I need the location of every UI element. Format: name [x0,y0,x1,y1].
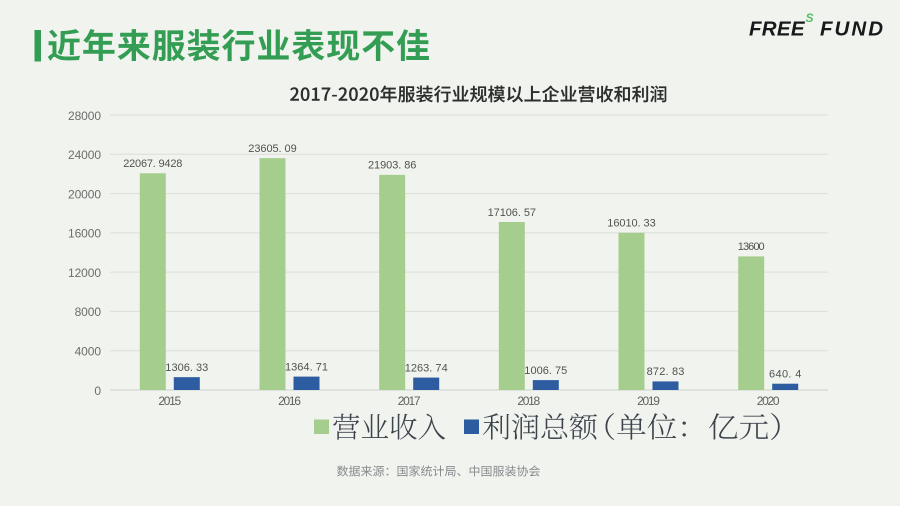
svg-text:2015: 2015 [158,394,181,408]
svg-text:2020: 2020 [757,394,780,408]
svg-text:20000: 20000 [68,187,101,201]
svg-text:2017: 2017 [398,394,421,408]
svg-text:16010. 33: 16010. 33 [607,218,655,230]
svg-text:22067. 9428: 22067. 9428 [123,158,182,170]
svg-text:640. 4: 640. 4 [769,369,801,381]
svg-text:28000: 28000 [68,109,101,123]
svg-text:2019: 2019 [637,394,660,408]
svg-text:S: S [806,11,814,25]
svg-text:8000: 8000 [75,305,102,319]
svg-text:24000: 24000 [68,148,101,162]
svg-text:12000: 12000 [68,266,101,280]
svg-text:1006. 75: 1006. 75 [524,365,567,377]
svg-text:16000: 16000 [68,227,101,241]
svg-text:1263. 74: 1263. 74 [405,362,448,374]
svg-text:2016: 2016 [278,394,301,408]
svg-text:872. 83: 872. 83 [647,366,685,378]
svg-text:13600: 13600 [738,241,765,253]
svg-text:21903. 86: 21903. 86 [368,160,416,172]
svg-text:1364. 71: 1364. 71 [285,361,328,373]
svg-text:2018: 2018 [517,394,540,408]
svg-text:17106. 57: 17106. 57 [488,207,536,219]
svg-text:23605. 09: 23605. 09 [248,143,296,155]
svg-text:FREE: FREE [749,18,806,41]
svg-text:1306. 33: 1306. 33 [165,362,208,374]
svg-text:FUND: FUND [820,18,883,41]
svg-text:4000: 4000 [75,345,102,359]
svg-text:0: 0 [94,384,101,398]
